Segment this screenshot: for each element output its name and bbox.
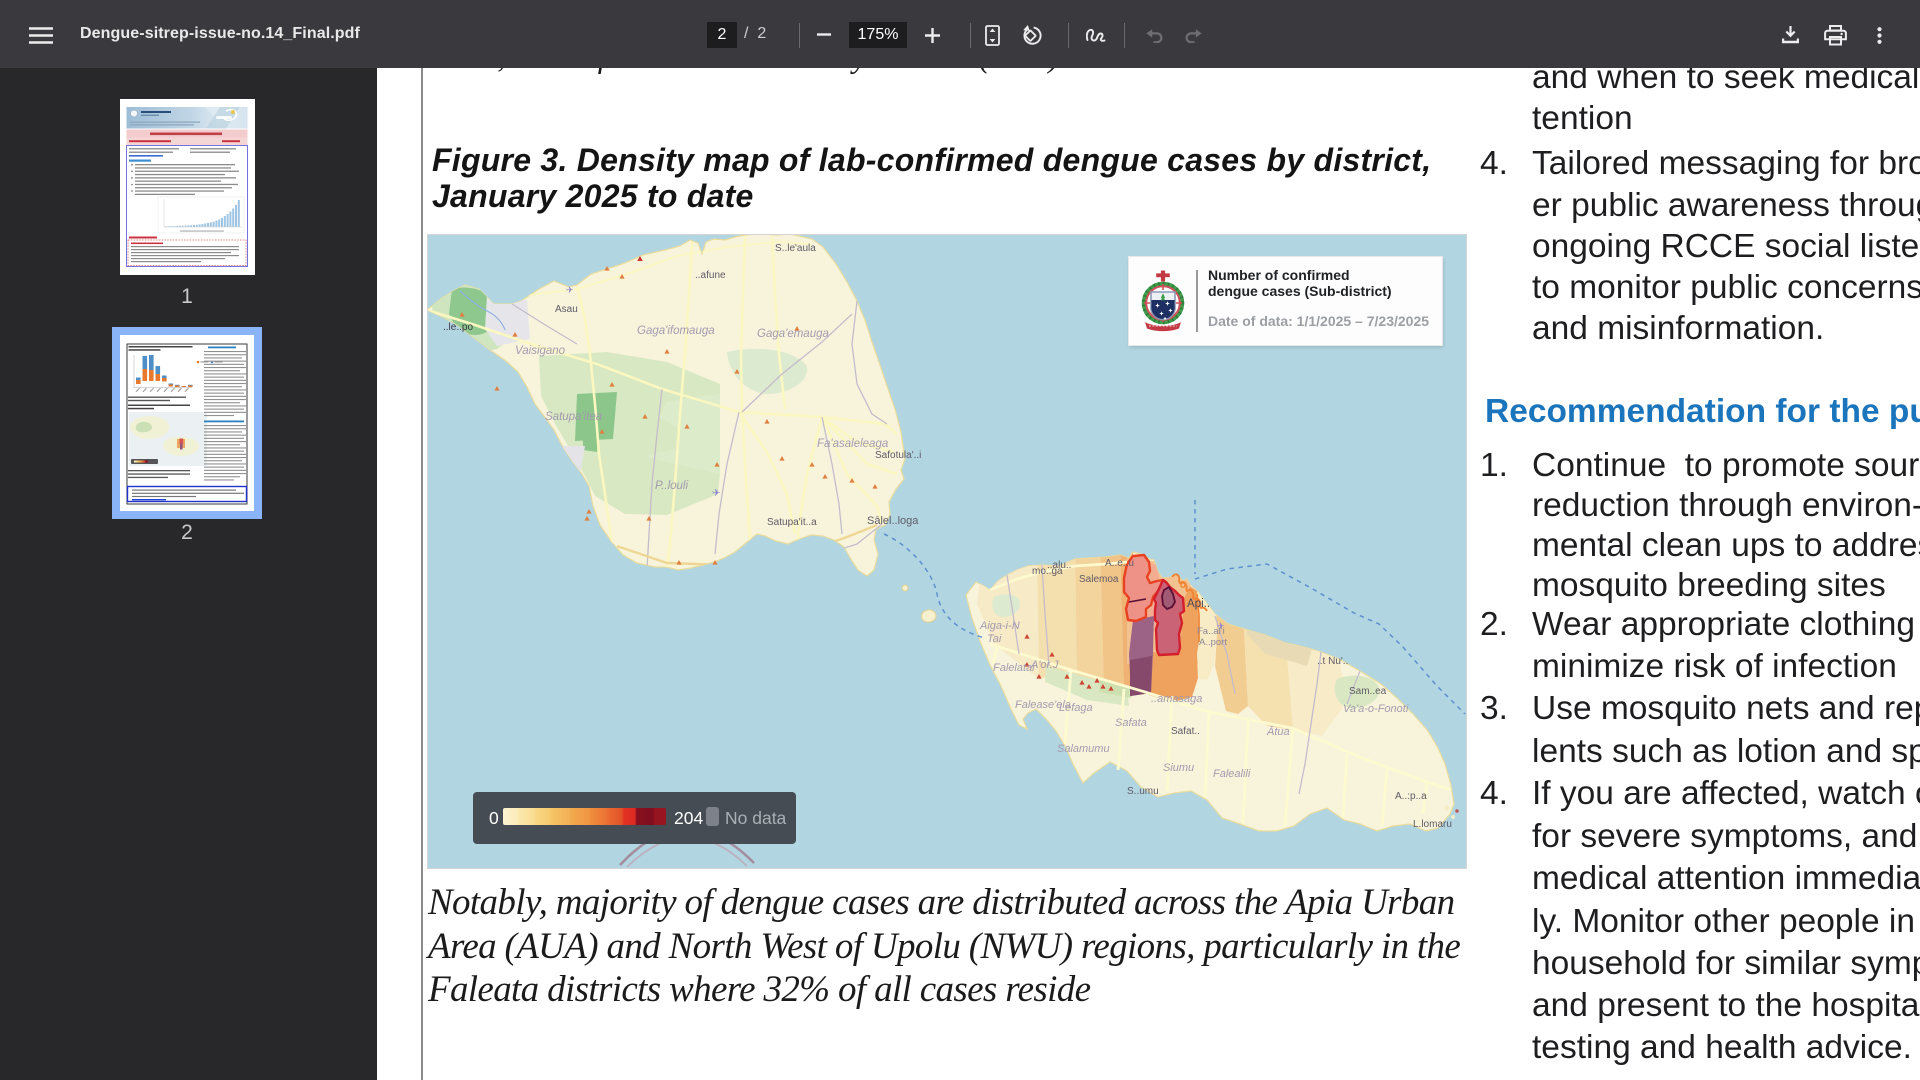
svg-text:✈: ✈ [1217, 621, 1225, 631]
svg-text:Sam..ea: Sam..ea [1349, 686, 1387, 697]
svg-text:Aiga-i-N: Aiga-i-N [979, 620, 1020, 632]
svg-text:Satupa'itea: Satupa'itea [545, 411, 602, 423]
svg-text:..amasaga: ..amasaga [1151, 693, 1202, 705]
svg-text:Safotula'..i: Safotula'..i [875, 450, 921, 461]
svg-text:Ātua: Ātua [1266, 726, 1290, 738]
svg-text:Falealili: Falealili [1213, 768, 1251, 780]
svg-text:..le..po: ..le..po [443, 322, 473, 333]
svg-text:mo..ga: mo..ga [1032, 566, 1063, 577]
svg-text:S..umu: S..umu [1127, 786, 1159, 797]
svg-text:Fa'asaleleaga: Fa'asaleleaga [817, 438, 888, 450]
svg-text:..t Nu'..: ..t Nu'.. [1317, 656, 1348, 667]
svg-text:Falelatai: Falelatai [993, 662, 1035, 674]
svg-text:Safata: Safata [1115, 717, 1147, 729]
svg-text:P..louli: P..louli [655, 480, 688, 492]
svg-text:..afune: ..afune [695, 270, 726, 281]
svg-text:A..e..u: A..e..u [1105, 558, 1134, 569]
svg-text:Api..: Api.. [1187, 598, 1210, 610]
svg-text:Gaga'ifomauga: Gaga'ifomauga [637, 325, 715, 337]
svg-text:Va'a-o-Fonoti: Va'a-o-Fonoti [1343, 703, 1409, 715]
svg-text:A..port: A..port [1199, 637, 1227, 648]
svg-text:..alu..: ..alu.. [1047, 560, 1071, 571]
svg-text:Gaga'emauga: Gaga'emauga [757, 328, 829, 340]
svg-text:✈: ✈ [712, 488, 720, 499]
svg-text:Salamumu: Salamumu [1057, 743, 1110, 755]
svg-text:✈: ✈ [566, 285, 574, 295]
svg-text:Lefaga: Lefaga [1059, 702, 1093, 714]
svg-text:204: 204 [674, 808, 703, 828]
svg-text:Tai: Tai [987, 633, 1002, 645]
svg-text:A'or.J: A'or.J [1030, 659, 1059, 671]
svg-text:Falease'ela: Falease'ela [1015, 699, 1071, 711]
svg-text:No data: No data [725, 808, 787, 828]
svg-text:L.lomaru: L.lomaru [1413, 819, 1452, 830]
svg-text:Safat..: Safat.. [1171, 726, 1200, 737]
svg-text:Fa..al'i: Fa..al'i [1197, 626, 1225, 637]
svg-text:0: 0 [489, 808, 499, 828]
svg-text:Satupa'it..a: Satupa'it..a [767, 517, 817, 528]
svg-text:Asau: Asau [555, 304, 578, 315]
svg-text:Salemoa: Salemoa [1079, 574, 1119, 585]
svg-text:Vaisigano: Vaisigano [515, 345, 566, 357]
svg-text:A..:p..a: A..:p..a [1395, 791, 1427, 802]
svg-text:Siumu: Siumu [1163, 762, 1194, 774]
svg-text:S..le'aula: S..le'aula [775, 243, 816, 254]
svg-text:Sālel..loga: Sālel..loga [867, 515, 919, 527]
